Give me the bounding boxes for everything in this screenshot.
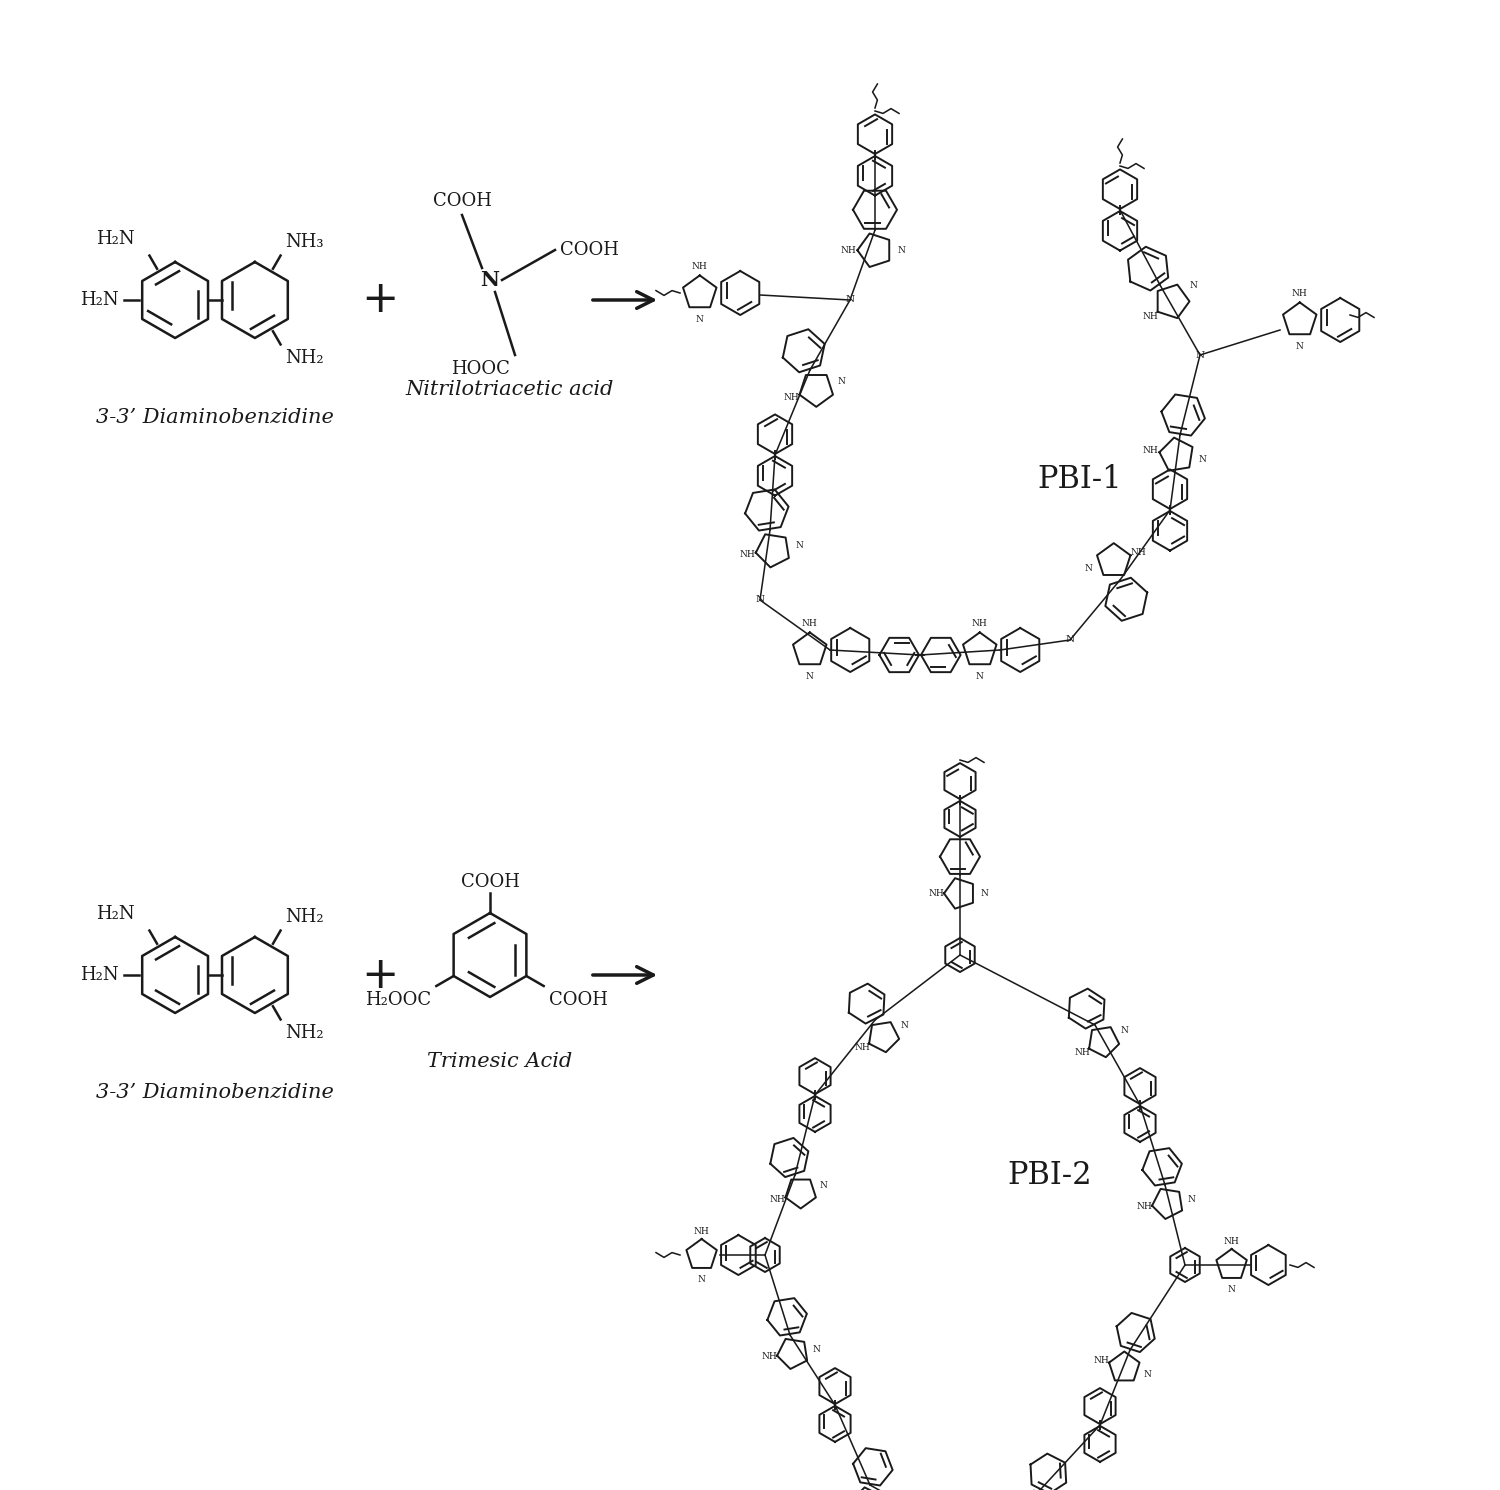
Text: N: N bbox=[980, 890, 988, 898]
Text: N: N bbox=[819, 1180, 828, 1189]
Text: NH: NH bbox=[853, 1043, 870, 1052]
Text: N: N bbox=[902, 1021, 909, 1030]
Text: NH: NH bbox=[1143, 313, 1158, 322]
Text: COOH: COOH bbox=[560, 241, 620, 259]
Text: NH₂: NH₂ bbox=[285, 1025, 324, 1043]
Text: Trimesic Acid: Trimesic Acid bbox=[427, 1052, 573, 1071]
Text: NH: NH bbox=[770, 1195, 786, 1204]
Text: N: N bbox=[1296, 341, 1304, 352]
Text: N: N bbox=[1065, 636, 1074, 645]
Text: NH₂: NH₂ bbox=[285, 350, 324, 368]
Text: COOH: COOH bbox=[549, 991, 608, 1009]
Text: N: N bbox=[795, 541, 802, 550]
Text: NH: NH bbox=[840, 246, 856, 255]
Text: NH₂: NH₂ bbox=[285, 907, 324, 925]
Text: NH: NH bbox=[1137, 1202, 1152, 1211]
Text: NH: NH bbox=[692, 262, 708, 271]
Text: COOH: COOH bbox=[432, 192, 492, 210]
Text: N: N bbox=[837, 377, 846, 386]
Text: N: N bbox=[1188, 1195, 1196, 1204]
Text: N: N bbox=[897, 246, 906, 255]
Text: N: N bbox=[480, 270, 500, 291]
Text: H₂N: H₂N bbox=[80, 966, 118, 983]
Text: NH: NH bbox=[1094, 1356, 1110, 1365]
Text: N: N bbox=[813, 1345, 820, 1354]
Text: NH: NH bbox=[762, 1353, 777, 1362]
Text: NH: NH bbox=[1131, 548, 1146, 557]
Text: N: N bbox=[1198, 454, 1208, 463]
Text: NH: NH bbox=[740, 550, 754, 559]
Text: H₂OOC: H₂OOC bbox=[364, 991, 432, 1009]
Text: +: + bbox=[362, 279, 399, 322]
Text: H₂N: H₂N bbox=[80, 291, 118, 308]
Text: NH: NH bbox=[1292, 289, 1308, 298]
Text: 3-3’ Diaminobenzidine: 3-3’ Diaminobenzidine bbox=[96, 1083, 334, 1103]
Text: NH: NH bbox=[802, 620, 818, 629]
Text: N: N bbox=[698, 1274, 705, 1283]
Text: N: N bbox=[756, 596, 765, 605]
Text: N: N bbox=[1196, 350, 1204, 359]
Text: +: + bbox=[362, 954, 399, 997]
Text: NH: NH bbox=[928, 890, 944, 898]
Text: COOH: COOH bbox=[460, 873, 519, 891]
Text: HOOC: HOOC bbox=[452, 361, 510, 378]
Text: NH: NH bbox=[693, 1226, 709, 1235]
Text: N: N bbox=[1190, 282, 1197, 291]
Text: NH₃: NH₃ bbox=[285, 232, 324, 250]
Text: NH: NH bbox=[1143, 447, 1158, 456]
Text: NH: NH bbox=[783, 393, 800, 402]
Text: N: N bbox=[1084, 565, 1092, 574]
Text: Nitrilotriacetic acid: Nitrilotriacetic acid bbox=[406, 380, 614, 399]
Text: N: N bbox=[846, 295, 855, 304]
Text: N: N bbox=[1143, 1371, 1150, 1380]
Text: N: N bbox=[696, 314, 703, 323]
Text: NH: NH bbox=[1074, 1047, 1090, 1056]
Text: 3-3’ Diaminobenzidine: 3-3’ Diaminobenzidine bbox=[96, 408, 334, 428]
Text: PBI-1: PBI-1 bbox=[1038, 465, 1122, 496]
Text: N: N bbox=[976, 672, 984, 681]
Text: NH: NH bbox=[1224, 1237, 1239, 1246]
Text: H₂N: H₂N bbox=[96, 904, 135, 922]
Text: N: N bbox=[1227, 1284, 1236, 1293]
Text: N: N bbox=[1120, 1027, 1128, 1036]
Text: N: N bbox=[806, 672, 813, 681]
Text: PBI-2: PBI-2 bbox=[1008, 1159, 1092, 1191]
Text: H₂N: H₂N bbox=[96, 229, 135, 247]
Text: NH: NH bbox=[972, 620, 987, 629]
